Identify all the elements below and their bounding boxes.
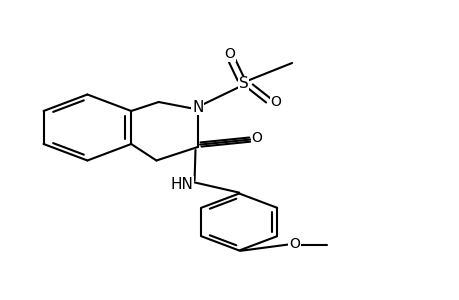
Text: HN: HN (170, 177, 193, 192)
Text: O: O (270, 95, 281, 109)
Text: N: N (192, 100, 203, 115)
Text: O: O (224, 47, 235, 61)
Text: S: S (238, 76, 248, 92)
Text: O: O (288, 238, 299, 251)
Text: O: O (251, 131, 262, 145)
